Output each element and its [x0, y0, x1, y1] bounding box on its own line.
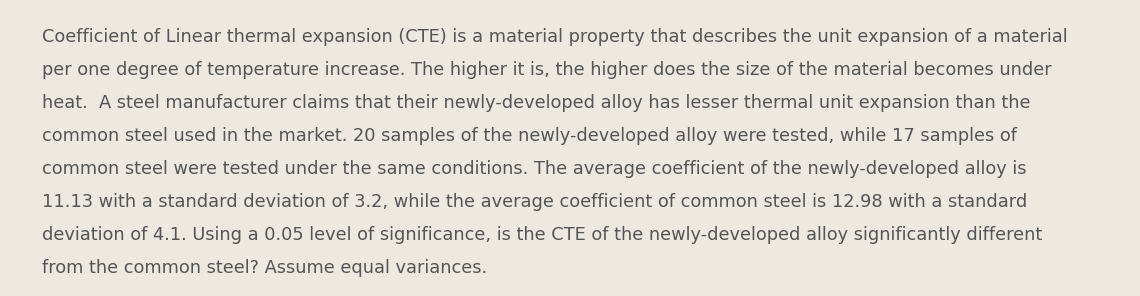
Text: per one degree of temperature increase. The higher it is, the higher does the si: per one degree of temperature increase. … — [42, 61, 1051, 79]
Text: common steel were tested under the same conditions. The average coefficient of t: common steel were tested under the same … — [42, 160, 1026, 178]
Text: from the common steel? Assume equal variances.: from the common steel? Assume equal vari… — [42, 259, 487, 277]
Text: heat.  A steel manufacturer claims that their newly-developed alloy has lesser t: heat. A steel manufacturer claims that t… — [42, 94, 1031, 112]
Text: Coefficient of Linear thermal expansion (CTE) is a material property that descri: Coefficient of Linear thermal expansion … — [42, 28, 1068, 46]
Text: 11.13 with a standard deviation of 3.2, while the average coefficient of common : 11.13 with a standard deviation of 3.2, … — [42, 193, 1027, 211]
Text: deviation of 4.1. Using a 0.05 level of significance, is the CTE of the newly-de: deviation of 4.1. Using a 0.05 level of … — [42, 226, 1042, 244]
Text: common steel used in the market. 20 samples of the newly-developed alloy were te: common steel used in the market. 20 samp… — [42, 127, 1017, 145]
